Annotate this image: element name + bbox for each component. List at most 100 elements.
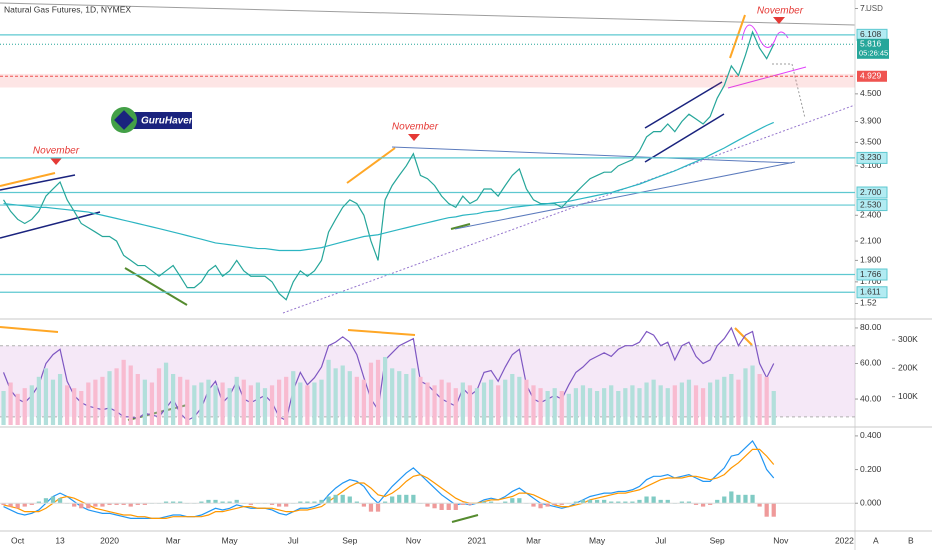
bar <box>425 382 430 425</box>
bar <box>255 382 261 425</box>
bar <box>234 376 239 425</box>
bar <box>488 379 494 425</box>
y2-tick-label: 200K <box>898 363 918 373</box>
bar <box>524 379 529 425</box>
x-tick-label: Sep <box>710 535 725 545</box>
bar <box>488 501 494 504</box>
level-label: 2.700 <box>860 187 882 197</box>
bar <box>432 385 437 425</box>
bar <box>467 503 473 505</box>
x-tick-label: Oct <box>11 535 25 545</box>
bar <box>248 503 253 505</box>
bar <box>609 385 614 425</box>
bar <box>15 393 20 425</box>
bar <box>460 503 465 505</box>
projection-arrow <box>772 63 806 119</box>
bar <box>368 503 374 512</box>
bar <box>602 499 607 504</box>
y-tick-label: 3.100 <box>860 160 882 170</box>
corner-label[interactable]: A <box>873 535 879 545</box>
bar <box>1 503 6 505</box>
bar <box>171 373 176 425</box>
bar <box>29 385 34 425</box>
bar <box>354 501 359 504</box>
level-label: 3.230 <box>860 152 882 162</box>
bar <box>86 382 91 425</box>
bar <box>22 503 27 507</box>
bar <box>729 373 734 425</box>
logo-box <box>124 112 192 129</box>
bar <box>326 359 331 425</box>
bar <box>630 501 635 504</box>
annotation: November <box>757 6 804 17</box>
bar <box>248 385 253 425</box>
bar <box>566 393 571 425</box>
bar <box>276 503 282 507</box>
x-tick-label: May <box>589 535 606 545</box>
bar <box>425 503 430 507</box>
y-tick-label: 2.400 <box>860 210 882 220</box>
series-line <box>3 439 775 519</box>
bar <box>545 390 550 425</box>
bar <box>651 379 656 425</box>
y-tick-label: 40.00 <box>860 393 882 403</box>
bar <box>79 503 84 509</box>
bar <box>15 503 20 509</box>
bar <box>510 498 515 504</box>
x-tick-label: 2022 <box>835 535 854 545</box>
bar <box>729 491 734 504</box>
bar <box>446 382 451 425</box>
bar <box>531 503 536 507</box>
divergence-line <box>450 223 471 230</box>
bar <box>79 390 84 425</box>
x-tick-label: 2021 <box>468 535 487 545</box>
divergence-line <box>0 326 59 333</box>
bar <box>206 499 211 504</box>
bar <box>319 499 324 504</box>
corner-label[interactable]: B <box>908 535 914 545</box>
bar <box>100 376 105 425</box>
bar <box>50 379 56 425</box>
bar <box>771 390 776 425</box>
bar <box>284 376 289 425</box>
bar <box>587 388 593 425</box>
bar <box>594 390 600 425</box>
bar <box>107 503 112 505</box>
bar <box>213 499 218 504</box>
y-tick-label: 1.52 <box>860 298 877 308</box>
bar <box>467 385 473 425</box>
logo-text: GuruHaven <box>141 116 195 127</box>
bar <box>757 373 762 425</box>
bar <box>630 385 635 425</box>
zone <box>0 73 855 88</box>
level-label: 1.611 <box>860 287 881 297</box>
bar <box>510 373 515 425</box>
bar <box>29 503 34 505</box>
bar <box>474 388 480 425</box>
bar <box>262 388 268 425</box>
bar <box>404 373 409 425</box>
y-tick-label: 3.900 <box>860 116 882 126</box>
bar <box>220 382 225 425</box>
bar <box>609 501 614 504</box>
bar <box>517 376 522 425</box>
bar <box>616 501 621 504</box>
bar <box>481 382 487 425</box>
bar <box>227 388 232 425</box>
bar <box>517 498 522 504</box>
bar <box>93 379 98 425</box>
bar <box>72 503 77 507</box>
bar <box>390 368 395 425</box>
series-line <box>3 30 775 301</box>
bar <box>100 503 105 507</box>
channel-line <box>644 113 725 163</box>
bar <box>503 379 508 425</box>
level-label: 1.766 <box>860 269 882 279</box>
bar <box>149 382 155 425</box>
currency: USD <box>866 4 883 13</box>
bar <box>114 503 119 505</box>
bar <box>665 388 670 425</box>
bar <box>382 501 388 504</box>
bar <box>538 388 543 425</box>
bar <box>185 379 190 425</box>
